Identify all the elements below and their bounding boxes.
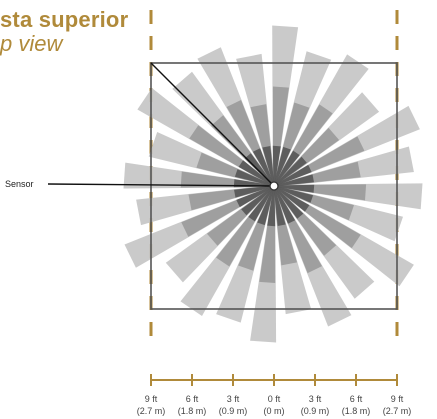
title-english: p view xyxy=(0,31,63,56)
scale-tick-label-m: (0.9 m) xyxy=(219,406,248,416)
ray-core xyxy=(276,156,307,184)
ray-core xyxy=(276,188,304,219)
ray-core xyxy=(248,188,273,222)
scale-tick-label-ft: 6 ft xyxy=(350,394,363,404)
scale-tick-label-ft: 9 ft xyxy=(391,394,404,404)
scale-tick-label-m: (2.7 m) xyxy=(137,406,166,416)
scale-tick-label-m: (2.7 m) xyxy=(383,406,412,416)
scale-tick-label-ft: 3 ft xyxy=(227,394,240,404)
scale-tick-label-m: (0.9 m) xyxy=(301,406,330,416)
ray-core xyxy=(274,189,286,226)
diagonal-line xyxy=(150,62,275,187)
scale-tick-label-ft: 9 ft xyxy=(145,394,158,404)
ray-core xyxy=(277,186,314,203)
ray-core xyxy=(275,150,300,184)
ray-core xyxy=(262,146,274,183)
ray-core xyxy=(241,188,272,216)
ray-core xyxy=(275,189,296,224)
coverage-frame xyxy=(150,62,398,310)
sensor-leader-line xyxy=(47,183,275,187)
ray-core xyxy=(277,164,312,185)
ray-core xyxy=(277,184,315,193)
scale-tick-label-m: (1.8 m) xyxy=(178,406,207,416)
sensor-label: Sensor xyxy=(5,179,34,189)
scale-tick-label-ft: 0 ft xyxy=(268,394,281,404)
ray-core xyxy=(234,169,271,186)
scale-tick-label-m: (0 m) xyxy=(264,406,285,416)
detection-rays xyxy=(123,25,423,343)
ray-core xyxy=(274,146,291,183)
title-spanish: sta superior xyxy=(0,7,129,32)
ray-core xyxy=(236,187,271,208)
ray-core xyxy=(238,160,272,185)
ray-core xyxy=(272,145,281,183)
sensor-icon xyxy=(269,181,279,191)
ray-core xyxy=(276,187,310,212)
ray-core xyxy=(252,148,273,183)
scale-bar: 9 ft (2.7 m) 6 ft (1.8 m) 3 ft (0.9 m) 0 ft (0 … xyxy=(137,374,412,416)
ray-core xyxy=(234,186,271,198)
scale-tick-label-m: (1.8 m) xyxy=(342,406,371,416)
ray-core xyxy=(277,174,314,186)
scale-tick-label-ft: 6 ft xyxy=(186,394,199,404)
ray-core xyxy=(267,189,276,227)
scale-tick-label-ft: 3 ft xyxy=(309,394,322,404)
ray-core xyxy=(257,189,274,226)
ray-core xyxy=(244,153,272,184)
